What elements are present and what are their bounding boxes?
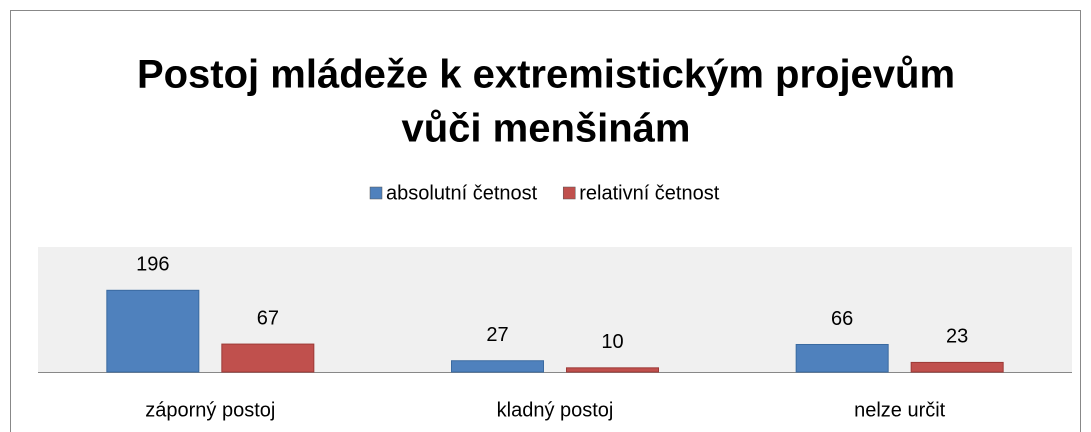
data-label: 27 [486, 324, 508, 346]
data-label: 23 [946, 326, 968, 348]
legend-swatch [562, 186, 576, 200]
x-tick-label: nelze určit [854, 399, 946, 421]
data-label: 67 [257, 307, 279, 329]
data-label: 196 [136, 254, 169, 276]
bar [910, 361, 1004, 373]
data-label: 10 [601, 331, 623, 353]
chart-title: vůči menšinám [401, 107, 690, 151]
bar [221, 343, 315, 373]
bar [106, 289, 200, 373]
chart-title: Postoj mládeže k extremistickým projevům [137, 53, 955, 97]
data-label: 66 [831, 308, 853, 330]
bar [795, 343, 889, 373]
bar [566, 367, 659, 373]
legend-swatch [369, 186, 383, 200]
legend-label: absolutní četnost [386, 182, 538, 204]
x-tick-label: kladný postoj [497, 399, 614, 421]
x-tick-label: záporný postoj [145, 399, 275, 421]
bar [451, 360, 544, 373]
plot-area [38, 247, 1072, 372]
legend-label: relativní četnost [579, 182, 720, 204]
